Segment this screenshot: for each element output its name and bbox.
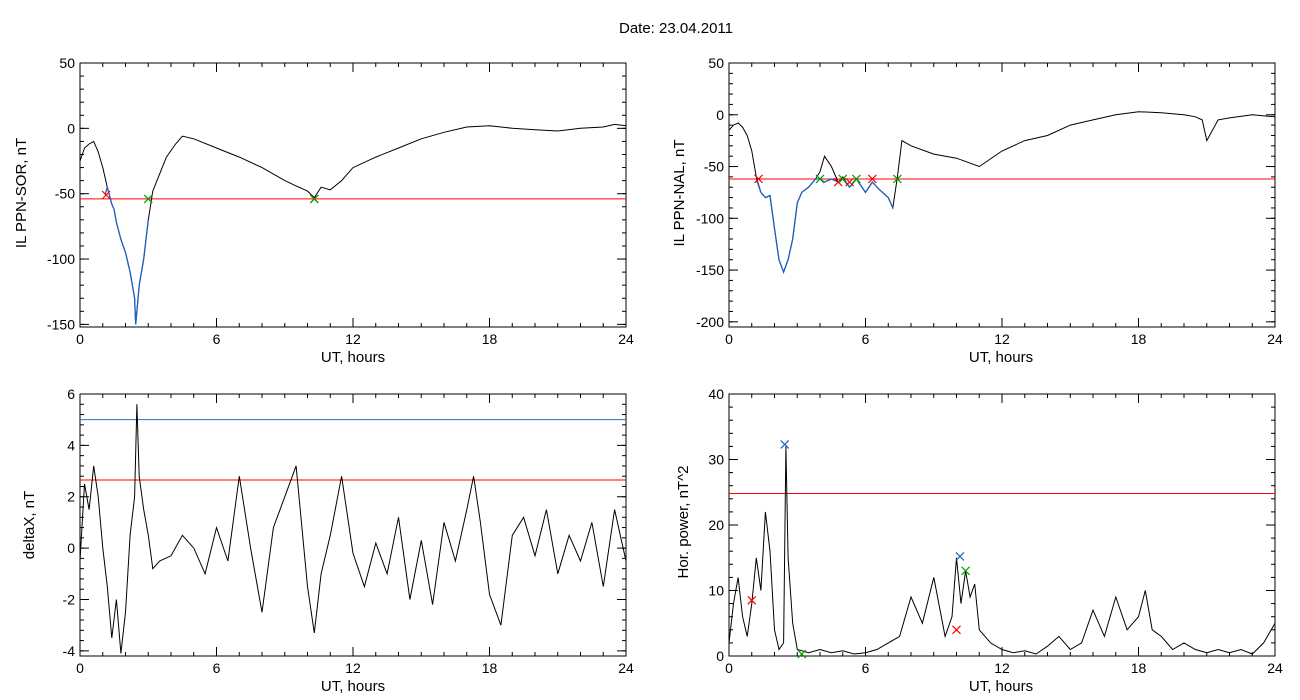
series-line bbox=[79, 404, 627, 654]
event-marker bbox=[780, 440, 790, 449]
y-tick-label: 0 bbox=[716, 107, 724, 123]
event-marker bbox=[309, 194, 319, 204]
y-axis-label: Hor. power, nT^2 bbox=[675, 466, 692, 579]
y-tick-label: 50 bbox=[708, 55, 724, 71]
x-axis-label: UT, hours bbox=[969, 678, 1033, 695]
y-tick-label: 40 bbox=[708, 386, 724, 402]
y-tick-label: 30 bbox=[708, 452, 724, 468]
plot-frame bbox=[79, 393, 627, 657]
y-tick-label: 20 bbox=[708, 517, 724, 533]
x-tick-label: 0 bbox=[725, 660, 733, 676]
event-marker bbox=[838, 174, 848, 184]
event-marker bbox=[143, 194, 153, 204]
x-tick-label: 24 bbox=[618, 331, 634, 347]
x-tick-label: 0 bbox=[76, 331, 84, 347]
x-axis-label: UT, hours bbox=[969, 349, 1033, 366]
event-marker bbox=[833, 177, 843, 187]
x-tick-label: 24 bbox=[618, 660, 634, 676]
x-tick-label: 18 bbox=[482, 331, 498, 347]
event-marker bbox=[815, 174, 825, 184]
panel-hor-power: 0 6 12 18 24 40 30 20 10 0 Hor. power, nT^2 UT, h… bbox=[675, 386, 1283, 695]
panel-ppn-sor: 0 6 12 18 24 50 0 -50 -100 -150 IL PPN-SOR, nT UT… bbox=[13, 55, 634, 366]
plot-frame bbox=[728, 393, 1276, 657]
x-tick-label: 18 bbox=[482, 660, 498, 676]
panel-deltax: 0 6 12 18 24 6 4 2 0 -2 -4 deltaX, nT UT, hours bbox=[21, 386, 634, 695]
event-marker bbox=[797, 649, 807, 659]
y-tick-label: 0 bbox=[67, 540, 75, 556]
event-marker bbox=[952, 625, 961, 635]
y-tick-label: 10 bbox=[708, 583, 724, 599]
x-tick-label: 6 bbox=[213, 331, 221, 347]
event-marker bbox=[851, 174, 861, 184]
x-tick-label: 18 bbox=[1131, 331, 1147, 347]
series-line bbox=[728, 446, 1276, 655]
y-tick-label: 2 bbox=[67, 489, 75, 505]
y-tick-label: -50 bbox=[704, 159, 724, 175]
series-line bbox=[104, 184, 149, 325]
y-tick-label: 6 bbox=[67, 386, 75, 402]
event-marker bbox=[754, 174, 763, 184]
series-line bbox=[728, 111, 1276, 274]
event-marker bbox=[747, 595, 757, 605]
x-tick-label: 6 bbox=[862, 331, 870, 347]
plot-area: 0 6 12 18 24 50 0 -50 -100 -150 bbox=[47, 55, 634, 347]
event-marker bbox=[845, 177, 854, 187]
x-tick-label: 24 bbox=[1267, 660, 1283, 676]
event-marker bbox=[867, 174, 877, 184]
plot-frame bbox=[728, 62, 1276, 328]
y-tick-label: 0 bbox=[716, 648, 724, 664]
y-tick-label: -2 bbox=[63, 591, 76, 607]
y-axis-label: IL PPN-SOR, nT bbox=[13, 138, 30, 248]
plot-area: 0 6 12 18 24 6 4 2 0 -2 -4 bbox=[63, 386, 634, 676]
y-tick-label: -4 bbox=[63, 643, 76, 659]
y-tick-label: -150 bbox=[47, 316, 75, 332]
y-tick-label: -200 bbox=[696, 314, 724, 330]
y-tick-label: -50 bbox=[55, 186, 75, 202]
y-tick-label: -150 bbox=[696, 262, 724, 278]
x-tick-label: 6 bbox=[213, 660, 221, 676]
series-line bbox=[755, 177, 894, 274]
event-marker bbox=[101, 190, 111, 200]
event-marker bbox=[892, 174, 902, 184]
x-tick-label: 0 bbox=[76, 660, 84, 676]
x-tick-label: 0 bbox=[725, 331, 733, 347]
y-tick-label: -100 bbox=[47, 251, 75, 267]
x-tick-label: 12 bbox=[994, 660, 1010, 676]
plot-area: 0 6 12 18 24 40 30 20 10 0 bbox=[708, 386, 1283, 676]
x-tick-label: 12 bbox=[994, 331, 1010, 347]
series-line bbox=[79, 123, 627, 325]
figure-title: Date: 23.04.2011 bbox=[619, 20, 733, 37]
plot-frame bbox=[79, 62, 627, 328]
x-tick-label: 6 bbox=[862, 660, 870, 676]
panel-ppn-nal: 0 6 12 18 24 50 0 -50 -100 -150 -200 IL PPN-NAL, n… bbox=[671, 55, 1283, 366]
event-marker bbox=[955, 552, 965, 561]
y-tick-label: 50 bbox=[59, 55, 75, 71]
x-axis-label: UT, hours bbox=[321, 678, 385, 695]
y-axis-label: deltaX, nT bbox=[21, 491, 38, 559]
event-marker bbox=[961, 566, 971, 576]
x-tick-label: 12 bbox=[345, 331, 361, 347]
plot-area: 0 6 12 18 24 50 0 -50 -100 -150 -200 bbox=[696, 55, 1283, 347]
y-tick-label: -100 bbox=[696, 210, 724, 226]
y-tick-label: 0 bbox=[67, 120, 75, 136]
x-tick-label: 18 bbox=[1131, 660, 1147, 676]
y-axis-label: IL PPN-NAL, nT bbox=[671, 140, 688, 247]
x-tick-label: 12 bbox=[345, 660, 361, 676]
x-axis-label: UT, hours bbox=[321, 349, 385, 366]
x-tick-label: 24 bbox=[1267, 331, 1283, 347]
y-tick-label: 4 bbox=[67, 437, 75, 453]
